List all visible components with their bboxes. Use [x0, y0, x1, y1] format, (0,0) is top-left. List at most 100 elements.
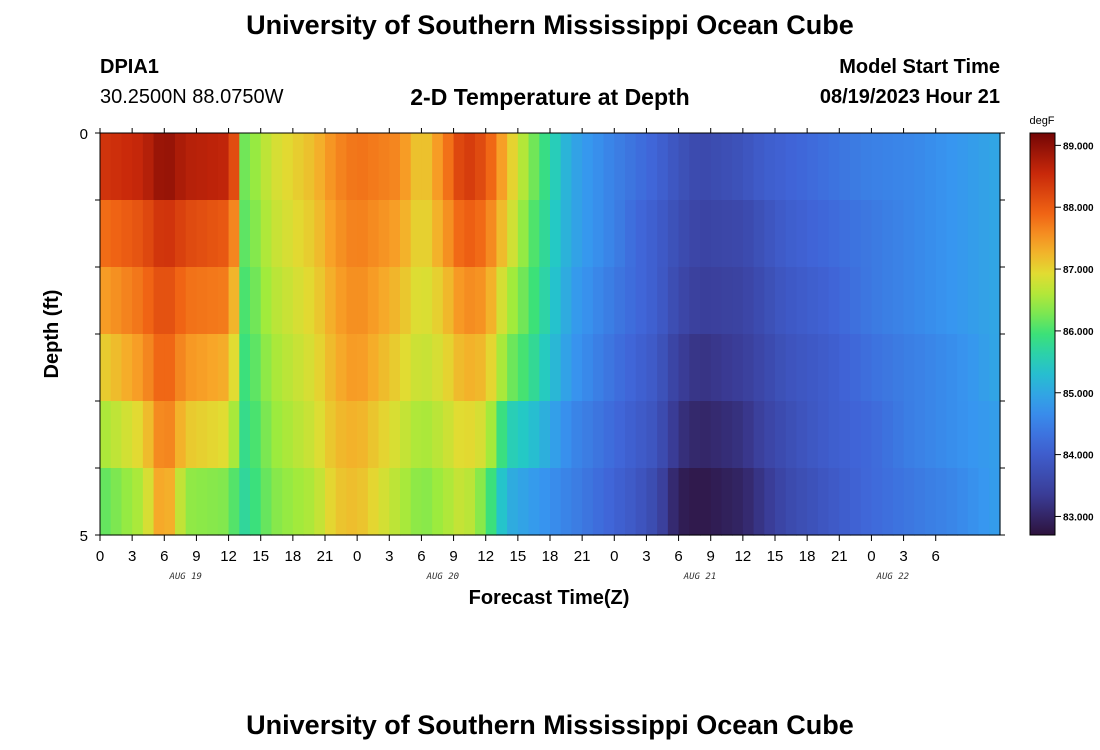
heatmap-cell: [314, 401, 326, 469]
heatmap-cell: [903, 267, 915, 335]
heatmap-cell: [357, 334, 369, 402]
heatmap-cell: [871, 401, 883, 469]
heatmap-cell: [689, 267, 701, 335]
heatmap-cell: [667, 267, 680, 335]
heatmap-cell: [410, 334, 423, 402]
heatmap-cell: [400, 133, 412, 201]
heatmap-cell: [914, 401, 926, 469]
heatmap-cell: [485, 200, 498, 268]
heatmap-cell: [946, 267, 958, 335]
heatmap-cell: [796, 133, 808, 201]
heatmap-cell: [389, 401, 401, 469]
x-tick-label: 6: [417, 548, 425, 565]
heatmap-cell: [721, 468, 733, 536]
x-tick-label: 21: [574, 548, 591, 565]
heatmap-cell: [935, 334, 948, 402]
heatmap-cell: [389, 334, 401, 402]
heatmap-cell: [742, 267, 755, 335]
heatmap-cell: [903, 401, 915, 469]
heatmap-cell: [989, 401, 1001, 469]
heatmap-cell: [325, 401, 337, 469]
heatmap-cell: [850, 334, 862, 402]
heatmap-cell: [132, 133, 144, 201]
heatmap-cell: [196, 133, 208, 201]
heatmap-cell: [132, 200, 144, 268]
heatmap-cell: [710, 133, 723, 201]
heatmap-cell: [667, 401, 680, 469]
heatmap-cell: [710, 468, 723, 536]
heatmap-cell: [839, 200, 851, 268]
heatmap-cell: [410, 401, 423, 469]
heatmap-cell: [667, 468, 680, 536]
heatmap-cell: [871, 334, 883, 402]
x-tick-label: 0: [610, 548, 618, 565]
heatmap-cell: [946, 334, 958, 402]
heatmap-cell: [121, 401, 133, 469]
heatmap-cell: [228, 468, 240, 536]
heatmap-cell: [367, 200, 380, 268]
colorbar-unit: degF: [1029, 115, 1054, 127]
heatmap-cell: [678, 200, 690, 268]
heatmap-cell: [110, 200, 123, 268]
heatmap-cell: [732, 401, 744, 469]
heatmap-cell: [807, 401, 819, 469]
x-tick-label: 21: [317, 548, 334, 565]
heatmap-cell: [507, 334, 519, 402]
heatmap-cell: [592, 334, 605, 402]
heatmap-cell: [410, 468, 423, 536]
heatmap-cell: [882, 334, 894, 402]
heatmap-cell: [239, 200, 251, 268]
colorbar-tick-label: 83.000: [1063, 512, 1094, 523]
heatmap-cell: [625, 468, 637, 536]
heatmap-cell: [517, 133, 530, 201]
heatmap-cell: [346, 267, 358, 335]
heatmap-cell: [635, 133, 648, 201]
heatmap-cell: [775, 200, 787, 268]
heatmap-cell: [442, 401, 455, 469]
heatmap-cell: [367, 133, 380, 201]
heatmap-cell: [764, 401, 776, 469]
heatmap-cell: [528, 401, 540, 469]
heatmap-cell: [442, 334, 455, 402]
heatmap-cell: [421, 401, 433, 469]
heatmap-cell: [410, 133, 423, 201]
heatmap-cell: [303, 267, 315, 335]
heatmap-cell: [110, 334, 123, 402]
heatmap-cell: [989, 267, 1001, 335]
heatmap-cell: [646, 468, 658, 536]
x-tick-label: 0: [867, 548, 875, 565]
heatmap-cell: [303, 401, 315, 469]
x-axis-label: Forecast Time(Z): [469, 587, 630, 609]
heatmap-cell: [817, 133, 830, 201]
heatmap-cell: [142, 468, 155, 536]
heatmap-cell: [175, 267, 187, 335]
heatmap-cell: [721, 133, 733, 201]
heatmap-cell: [785, 200, 798, 268]
heatmap-cell: [453, 200, 465, 268]
heatmap-cell: [228, 200, 240, 268]
heatmap-cell: [839, 133, 851, 201]
heatmap-cell: [464, 401, 476, 469]
heatmap-cell: [175, 200, 187, 268]
heatmap-cell: [764, 133, 776, 201]
heatmap-cell: [100, 468, 112, 536]
heatmap-cell: [914, 334, 926, 402]
heatmap-cell: [464, 334, 476, 402]
heatmap-cell: [742, 401, 755, 469]
x-day-label: AUG 21: [683, 572, 717, 582]
heatmap-cell: [957, 133, 969, 201]
heatmap-cell: [989, 468, 1001, 536]
heatmap-cell: [828, 468, 840, 536]
heatmap-cell: [164, 200, 176, 268]
heatmap-cell: [239, 468, 251, 536]
heatmap-cell: [603, 133, 615, 201]
y-axis-label: Depth (ft): [41, 290, 63, 379]
heatmap-cell: [325, 334, 337, 402]
x-tick-label: 12: [735, 548, 752, 565]
heatmap-cell: [207, 133, 219, 201]
heatmap-cell: [142, 133, 155, 201]
heatmap-cell: [935, 200, 948, 268]
heatmap-cell: [239, 133, 251, 201]
x-tick-label: 18: [542, 548, 559, 565]
heatmap-cell: [582, 468, 594, 536]
